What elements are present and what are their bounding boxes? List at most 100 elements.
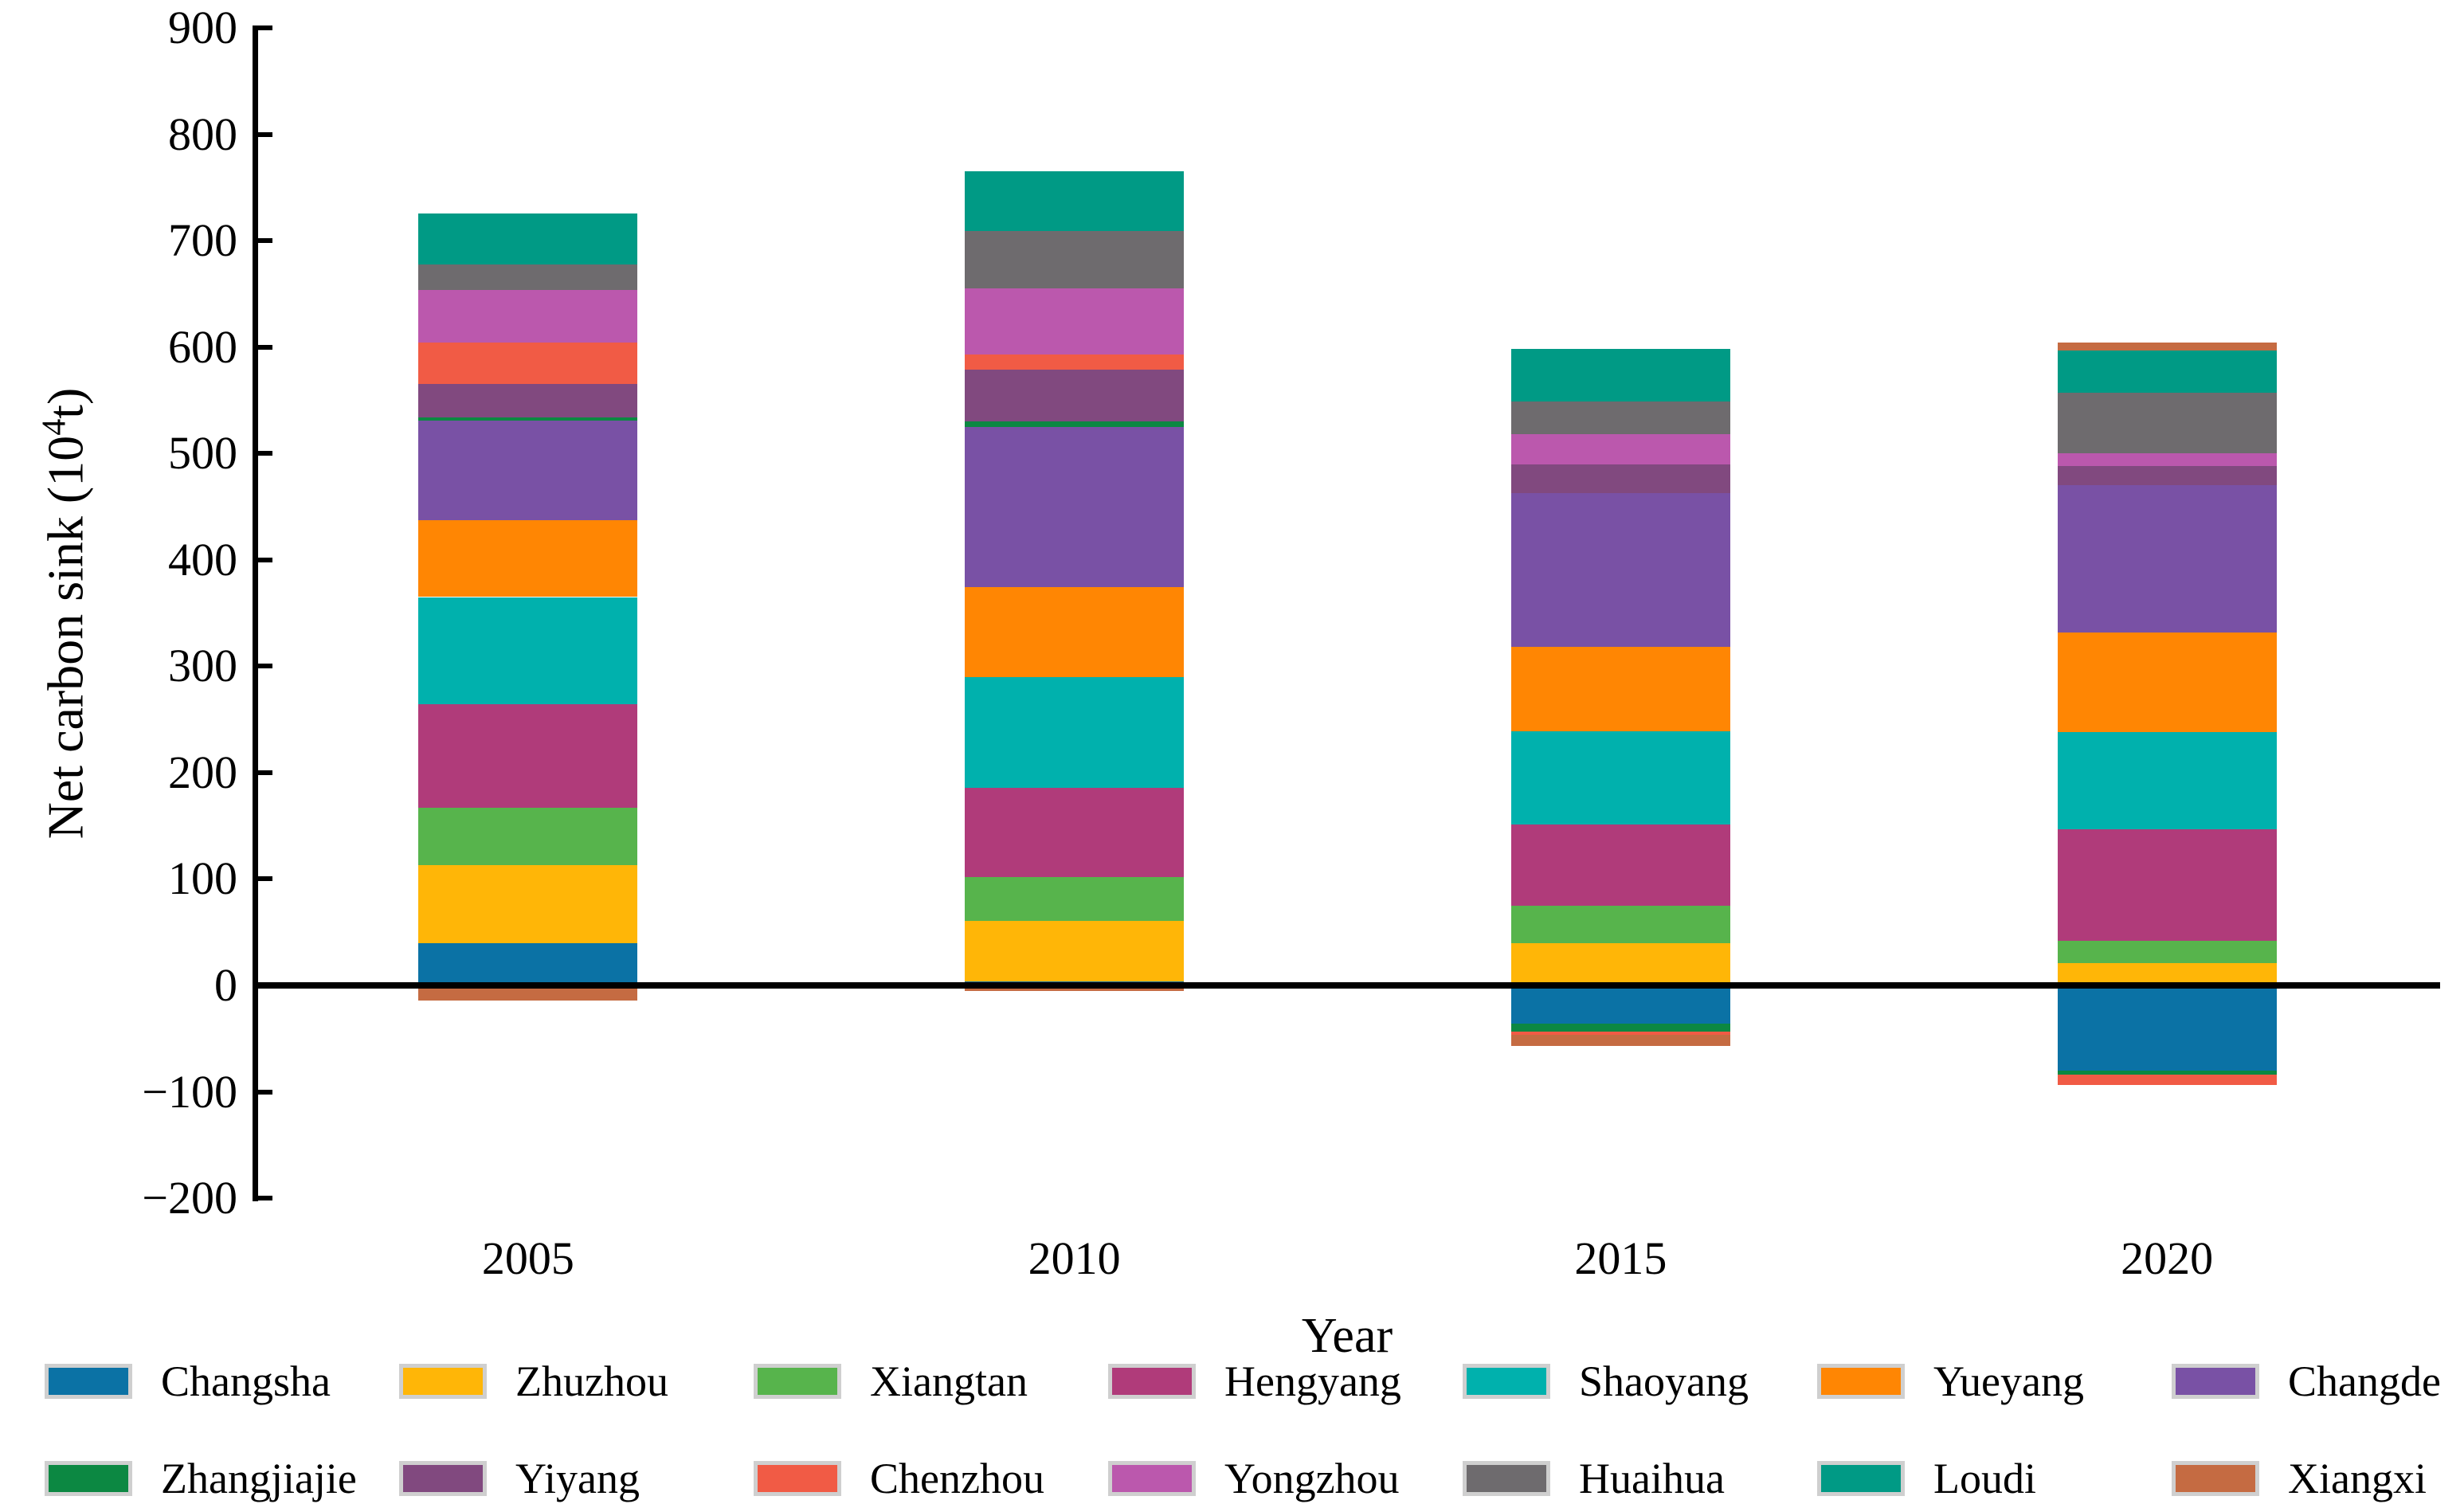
legend-label-yueyang: Yueyang <box>1933 1357 2084 1405</box>
legend-label-loudi: Loudi <box>1933 1455 2036 1502</box>
bar-segment-xiangtan-2005 <box>418 807 638 866</box>
legend-item-hengyang: Hengyang <box>1108 1357 1401 1405</box>
legend-label-changsha: Changsha <box>161 1357 331 1405</box>
y-tick-label-900: 900 <box>168 1 237 53</box>
legend-label-yiyang: Yiyang <box>515 1455 640 1502</box>
legend-label-huaihua: Huaihua <box>1579 1455 1725 1502</box>
legend-swatch-changde <box>2172 1364 2259 1399</box>
bar-segment-zhuzhou-2020 <box>2057 962 2277 985</box>
bar-segment-changde-2010 <box>965 426 1185 588</box>
y-tick-label-400: 400 <box>168 533 237 586</box>
y-tick-label--200: −200 <box>142 1172 237 1224</box>
bar-segment-huaihua-2020 <box>2057 393 2277 454</box>
bar-segment-hengyang-2010 <box>965 787 1185 877</box>
bar-segment-xiangtan-2010 <box>965 876 1185 921</box>
bar-segment-chenzhou-2005 <box>418 342 638 384</box>
legend-item-changde: Changde <box>2172 1357 2441 1405</box>
legend-swatch-yueyang <box>1817 1364 1905 1399</box>
bar-segment-yiyang-2005 <box>418 383 638 418</box>
bar-segment-yongzhou-2015 <box>1510 434 1730 464</box>
legend-label-chenzhou: Chenzhou <box>870 1455 1044 1502</box>
bar-segment-huaihua-2010 <box>965 231 1185 289</box>
y-tick-label-600: 600 <box>168 320 237 373</box>
legend-item-yiyang: Yiyang <box>399 1455 640 1502</box>
bar-segment-shaoyang-2005 <box>418 597 638 705</box>
legend-item-huaihua: Huaihua <box>1463 1455 1725 1502</box>
y-axis-line <box>253 25 258 1202</box>
y-tick-label-0: 0 <box>214 959 237 1011</box>
bar-segment-zhangjiajie-2010 <box>965 421 1185 427</box>
bar-segment-hengyang-2020 <box>2057 828 2277 941</box>
legend-swatch-yiyang <box>399 1461 487 1496</box>
bar-segment-zhuzhou-2015 <box>1510 942 1730 985</box>
legend-item-chenzhou: Chenzhou <box>754 1455 1044 1502</box>
legend-swatch-chenzhou <box>754 1461 841 1496</box>
bar-segment-yueyang-2015 <box>1510 647 1730 731</box>
x-tick-label-2010: 2010 <box>1028 1232 1121 1284</box>
bar-segment-changsha-2005 <box>418 942 638 985</box>
x-axis-title: Year <box>1301 1309 1393 1363</box>
y-tick-mark-700 <box>255 238 272 244</box>
y-tick-label-100: 100 <box>168 852 237 905</box>
x-tick-label-2005: 2005 <box>481 1232 574 1284</box>
legend-item-yongzhou: Yongzhou <box>1108 1455 1400 1502</box>
y-tick-mark-100 <box>255 876 272 882</box>
legend-label-zhangjiajie: Zhangjiajie <box>161 1455 357 1502</box>
bar-segment-loudi-2010 <box>965 171 1185 232</box>
y-tick-mark-600 <box>255 344 272 350</box>
legend-swatch-loudi <box>1817 1461 1905 1496</box>
y-tick-mark-300 <box>255 664 272 669</box>
bar-segment-loudi-2005 <box>418 213 638 265</box>
bar-segment-zhangjiajie-2015 <box>1510 1024 1730 1032</box>
bar-segment-yiyang-2020 <box>2057 466 2277 486</box>
y-tick-mark-400 <box>255 557 272 562</box>
legend-item-loudi: Loudi <box>1817 1455 2036 1502</box>
y-tick-label-500: 500 <box>168 427 237 480</box>
bar-segment-zhuzhou-2005 <box>418 865 638 943</box>
legend-label-yongzhou: Yongzhou <box>1224 1455 1400 1502</box>
legend-swatch-hengyang <box>1108 1364 1196 1399</box>
y-tick-mark--200 <box>255 1196 272 1201</box>
bar-segment-chenzhou-2010 <box>965 354 1185 370</box>
bar-segment-huaihua-2005 <box>418 264 638 291</box>
bar-segment-yongzhou-2010 <box>965 288 1185 354</box>
legend-swatch-zhangjiajie <box>45 1461 132 1496</box>
x-tick-label-2015: 2015 <box>1574 1232 1667 1284</box>
legend-item-zhuzhou: Zhuzhou <box>399 1357 668 1405</box>
legend-item-shaoyang: Shaoyang <box>1463 1357 1749 1405</box>
bar-segment-hengyang-2005 <box>418 704 638 808</box>
legend-label-xiangxi: Xiangxi <box>2288 1455 2427 1502</box>
bar-segment-xiangtan-2020 <box>2057 940 2277 963</box>
y-tick-label-700: 700 <box>168 214 237 267</box>
legend-swatch-shaoyang <box>1463 1364 1550 1399</box>
legend-swatch-xiangtan <box>754 1364 841 1399</box>
y-tick-mark-500 <box>255 451 272 456</box>
bar-segment-yueyang-2005 <box>418 520 638 597</box>
bar-segment-chenzhou-2020 <box>2057 1074 2277 1085</box>
bar-segment-loudi-2015 <box>1510 349 1730 401</box>
bar-segment-xiangxi-2020 <box>2057 342 2277 351</box>
bar-segment-changsha-2015 <box>1510 985 1730 1024</box>
y-tick-mark-200 <box>255 770 272 775</box>
legend-item-xiangxi: Xiangxi <box>2172 1455 2427 1502</box>
bar-segment-yueyang-2020 <box>2057 632 2277 733</box>
legend-swatch-zhuzhou <box>399 1364 487 1399</box>
bar-segment-xiangxi-2005 <box>418 985 638 1001</box>
bar-segment-loudi-2020 <box>2057 350 2277 394</box>
y-tick-mark-800 <box>255 131 272 137</box>
bar-segment-yiyang-2010 <box>965 369 1185 422</box>
y-tick-label-800: 800 <box>168 108 237 160</box>
legend-label-hengyang: Hengyang <box>1224 1357 1401 1405</box>
legend-item-xiangtan: Xiangtan <box>754 1357 1028 1405</box>
y-tick-label-300: 300 <box>168 640 237 692</box>
bar-segment-yueyang-2010 <box>965 587 1185 677</box>
bar-segment-yongzhou-2020 <box>2057 453 2277 467</box>
legend-label-xiangtan: Xiangtan <box>870 1357 1028 1405</box>
bar-segment-shaoyang-2020 <box>2057 732 2277 829</box>
legend-item-changsha: Changsha <box>45 1357 331 1405</box>
legend-swatch-xiangxi <box>2172 1461 2259 1496</box>
x-axis-line <box>253 982 2440 989</box>
bar-segment-chenzhou-2015 <box>1510 1032 1730 1036</box>
legend-label-changde: Changde <box>2288 1357 2441 1405</box>
